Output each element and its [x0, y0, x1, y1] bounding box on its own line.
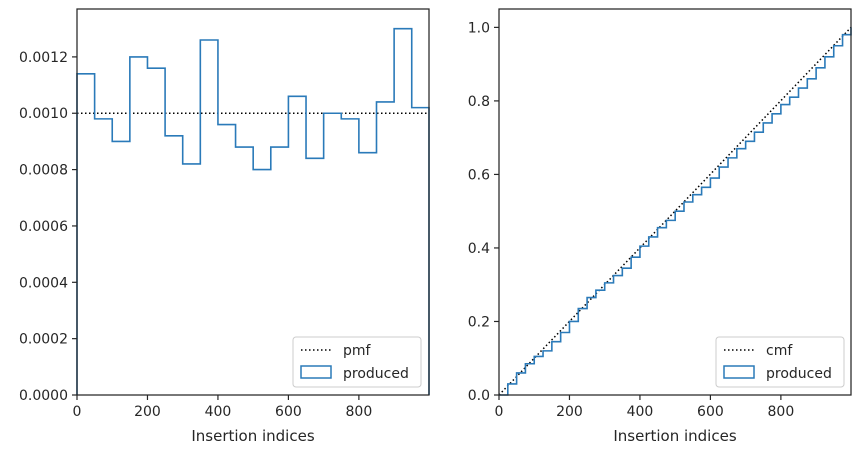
produced-histogram [76, 27, 430, 395]
produced-cumulative [499, 27, 852, 396]
x-tick-label: 200 [556, 404, 583, 420]
legend-cmf-label: cmf [766, 343, 793, 359]
y-tick-label: 0.0004 [19, 275, 68, 291]
legend-produced-label: produced [343, 366, 409, 382]
y-tick-label: 1.0 [468, 20, 490, 36]
plot-frame [498, 8, 852, 396]
x-tick-label: 400 [627, 404, 654, 420]
x-tick-label: 800 [346, 404, 373, 420]
x-tick-label: 400 [205, 404, 232, 420]
legend: cmf produced [715, 336, 845, 388]
y-tick-label: 0.0010 [19, 106, 68, 122]
y-tick-label: 0.6 [468, 167, 490, 183]
plot-frame [76, 8, 430, 396]
y-tick-label: 0.0012 [19, 50, 68, 66]
pmf-panel: 0.0000 0.0002 0.0004 0.0006 0.0008 0.0010 0.00… [19, 8, 430, 445]
y-tick-label: 0.2 [468, 314, 490, 330]
x-axis-label: Insertion indices [191, 427, 314, 445]
legend: pmf produced [292, 336, 422, 388]
cmf-reference-line [498, 26, 852, 396]
produced-series [76, 27, 430, 395]
legend-produced-swatch [300, 365, 332, 379]
x-tick-label: 800 [768, 404, 795, 420]
legend-pmf-label: pmf [343, 343, 372, 359]
legend-produced-swatch [723, 365, 755, 379]
y-tick-label: 0.0008 [19, 163, 68, 179]
y-tick-label: 0.0 [468, 388, 490, 404]
x-tick-label: 200 [134, 404, 161, 420]
y-axis-ticks: 0.0000 0.0002 0.0004 0.0006 0.0008 0.0010 0.00… [19, 50, 77, 404]
x-tick-label: 0 [73, 404, 82, 420]
y-tick-label: 0.0002 [19, 332, 68, 348]
x-axis-label: Insertion indices [613, 427, 736, 445]
produced-series [499, 27, 852, 396]
cmf-panel: 0.0 0.2 0.4 0.6 0.8 1.0 0 200 400 600 800 Inserti… [468, 8, 852, 445]
legend-produced-label: produced [766, 366, 832, 382]
cmf-line [498, 26, 852, 396]
y-tick-label: 0.4 [468, 241, 490, 257]
y-tick-label: 0.0000 [19, 388, 68, 404]
x-tick-label: 600 [697, 404, 724, 420]
x-axis-ticks: 0 200 400 600 800 [73, 395, 373, 420]
x-axis-ticks: 0 200 400 600 800 [495, 395, 795, 420]
y-tick-label: 0.8 [468, 94, 490, 110]
y-tick-label: 0.0006 [19, 219, 68, 235]
y-axis-ticks: 0.0 0.2 0.4 0.6 0.8 1.0 [468, 20, 499, 404]
x-tick-label: 600 [275, 404, 302, 420]
x-tick-label: 0 [495, 404, 504, 420]
